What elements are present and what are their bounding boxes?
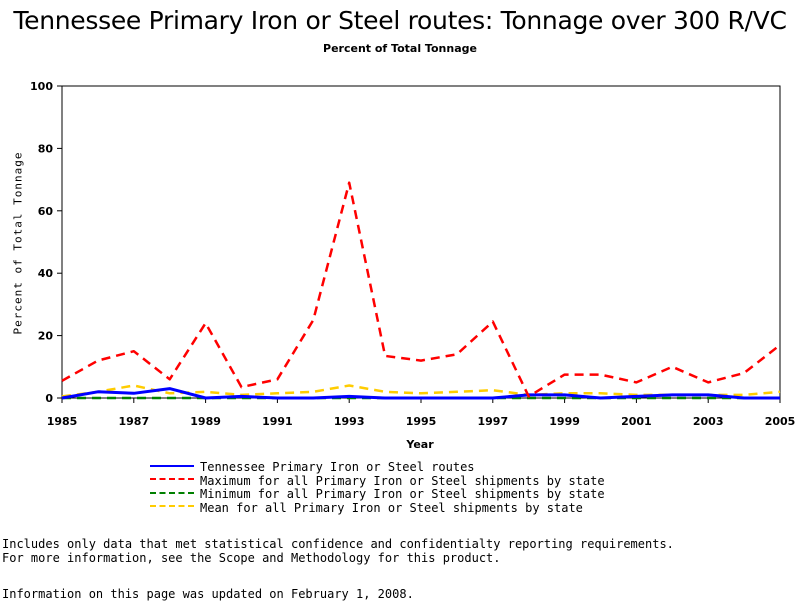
footnotes: Includes only data that met statistical … <box>2 537 674 565</box>
series-line-0 <box>61 387 780 400</box>
plot-frame <box>61 85 781 399</box>
legend-item-maximum: Maximum for all Primary Iron or Steel sh… <box>150 473 605 489</box>
y-tick-label: 40 <box>38 267 54 280</box>
legend-label: Maximum for all Primary Iron or Steel sh… <box>200 473 605 488</box>
legend-swatch-dashed-green <box>150 491 194 494</box>
x-tick-label: 1989 <box>190 415 221 428</box>
update-notice: Information on this page was updated on … <box>2 587 414 601</box>
x-tick-label: 1985 <box>47 415 78 428</box>
legend-item-mean: Mean for all Primary Iron or Steel shipm… <box>150 500 605 516</box>
legend-swatch-solid-blue <box>150 464 194 467</box>
x-tick-label: 2003 <box>693 415 724 428</box>
x-axis-label: Year <box>406 438 434 451</box>
x-tick-label: 1995 <box>406 415 437 428</box>
chart-legend: Tennessee Primary Iron or Steel routes M… <box>150 460 605 516</box>
legend-label: Tennessee Primary Iron or Steel routes <box>200 460 475 474</box>
y-axis: 0 20 40 60 80 100 <box>30 80 62 405</box>
footnote-methodology: For more information, see the Scope and … <box>2 551 501 565</box>
x-tick-label: 1991 <box>262 415 293 428</box>
legend-label: Minimum for all Primary Iron or Steel sh… <box>200 487 605 501</box>
y-tick-label: 100 <box>30 80 53 93</box>
y-tick-label: 60 <box>38 205 54 218</box>
chart-title: Tennessee Primary Iron or Steel routes: … <box>13 6 787 35</box>
series-line-1 <box>61 181 781 398</box>
legend-swatch-dashed-yellow <box>150 505 194 508</box>
x-tick-label: 2001 <box>621 415 652 428</box>
legend-item-tennessee: Tennessee Primary Iron or Steel routes <box>150 460 605 475</box>
y-tick-label: 20 <box>38 330 54 343</box>
y-tick-label: 80 <box>38 142 54 155</box>
x-tick-label: 1993 <box>334 415 365 428</box>
x-tick-label: 2005 <box>765 415 796 428</box>
x-axis: 1985 1987 1989 1991 1993 1995 1997 1999 2001 2003… <box>47 398 796 428</box>
x-tick-label: 1997 <box>477 415 508 428</box>
y-tick-label: 0 <box>45 392 53 405</box>
x-tick-label: 1987 <box>118 415 149 428</box>
legend-item-minimum: Minimum for all Primary Iron or Steel sh… <box>150 487 605 502</box>
x-tick-label: 1999 <box>549 415 580 428</box>
legend-swatch-dashed-red <box>150 478 194 481</box>
series-layer <box>61 181 781 400</box>
footnote-confidence: Includes only data that met statistical … <box>2 537 674 551</box>
chart-subtitle: Percent of Total Tonnage <box>323 42 477 55</box>
legend-label: Mean for all Primary Iron or Steel shipm… <box>200 500 583 515</box>
